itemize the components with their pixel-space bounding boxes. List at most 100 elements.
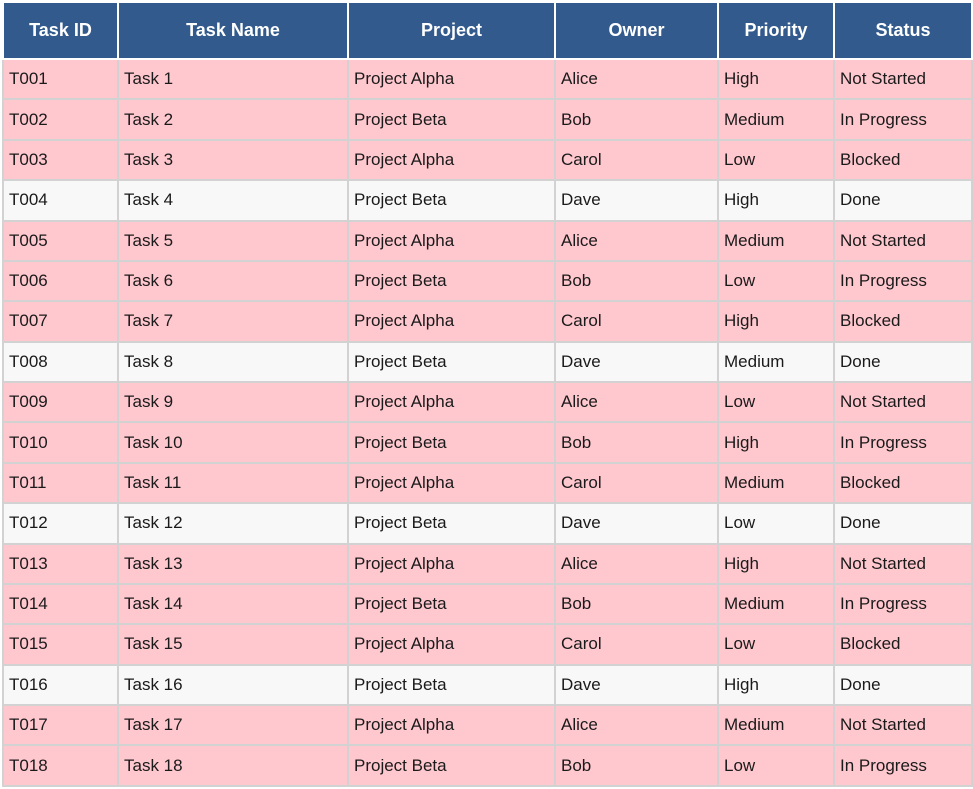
- cell-owner: Bob: [554, 98, 719, 141]
- table-row: T015 Task 15 Project Alpha Carol Low Blocked: [2, 623, 973, 666]
- cell-project: Project Alpha: [347, 300, 556, 343]
- cell-task-name: Task 15: [117, 623, 349, 666]
- cell-task-name: Task 3: [117, 138, 349, 182]
- cell-status: Done: [833, 663, 973, 707]
- cell-task-name: Task 10: [117, 421, 349, 464]
- column-header-task-id: Task ID: [2, 1, 119, 60]
- cell-priority: Low: [717, 380, 835, 424]
- table-row: T009 Task 9 Project Alpha Alice Low Not Start…: [2, 380, 973, 424]
- cell-task-id: T001: [2, 57, 119, 101]
- cell-project: Project Beta: [347, 98, 556, 141]
- cell-owner: Bob: [554, 744, 719, 787]
- table-row: T012 Task 12 Project Beta Dave Low Done: [2, 502, 973, 545]
- table-row: T004 Task 4 Project Beta Dave High Done: [2, 179, 973, 222]
- cell-owner: Alice: [554, 380, 719, 424]
- cell-project: Project Alpha: [347, 219, 556, 262]
- cell-status: Not Started: [833, 219, 973, 262]
- cell-status: Not Started: [833, 380, 973, 424]
- cell-project: Project Beta: [347, 582, 556, 626]
- cell-task-name: Task 2: [117, 98, 349, 141]
- cell-task-id: T005: [2, 219, 119, 262]
- cell-task-name: Task 7: [117, 300, 349, 343]
- cell-priority: High: [717, 663, 835, 707]
- table-row: T016 Task 16 Project Beta Dave High Done: [2, 663, 973, 707]
- cell-owner: Alice: [554, 542, 719, 585]
- cell-priority: Low: [717, 259, 835, 303]
- cell-priority: High: [717, 300, 835, 343]
- cell-task-id: T010: [2, 421, 119, 464]
- cell-priority: Medium: [717, 340, 835, 384]
- table-body: T001 Task 1 Project Alpha Alice High Not Star…: [2, 57, 973, 787]
- cell-task-name: Task 11: [117, 461, 349, 505]
- table-row: T011 Task 11 Project Alpha Carol Medium Block…: [2, 461, 973, 505]
- cell-task-id: T016: [2, 663, 119, 707]
- column-header-owner: Owner: [554, 1, 719, 60]
- cell-project: Project Beta: [347, 502, 556, 545]
- cell-project: Project Alpha: [347, 542, 556, 585]
- table-row: T014 Task 14 Project Beta Bob Medium In Progr…: [2, 582, 973, 626]
- cell-priority: High: [717, 57, 835, 101]
- header-row: Task ID Task Name Project Owner Priority…: [2, 1, 973, 60]
- cell-task-id: T008: [2, 340, 119, 384]
- cell-task-name: Task 12: [117, 502, 349, 545]
- table-row: T010 Task 10 Project Beta Bob High In Progres…: [2, 421, 973, 464]
- cell-task-id: T014: [2, 582, 119, 626]
- cell-task-name: Task 6: [117, 259, 349, 303]
- cell-status: Done: [833, 502, 973, 545]
- cell-status: Not Started: [833, 542, 973, 585]
- cell-project: Project Beta: [347, 663, 556, 707]
- cell-task-id: T006: [2, 259, 119, 303]
- cell-task-id: T002: [2, 98, 119, 141]
- cell-project: Project Beta: [347, 259, 556, 303]
- cell-task-name: Task 5: [117, 219, 349, 262]
- cell-priority: High: [717, 179, 835, 222]
- cell-task-id: T009: [2, 380, 119, 424]
- column-header-project: Project: [347, 1, 556, 60]
- cell-task-name: Task 18: [117, 744, 349, 787]
- cell-status: In Progress: [833, 744, 973, 787]
- table-header: Task ID Task Name Project Owner Priority…: [2, 1, 973, 60]
- cell-priority: Low: [717, 138, 835, 182]
- cell-priority: Low: [717, 744, 835, 787]
- table-row: T008 Task 8 Project Beta Dave Medium Done: [2, 340, 973, 384]
- cell-task-name: Task 17: [117, 703, 349, 747]
- cell-task-id: T003: [2, 138, 119, 182]
- cell-owner: Alice: [554, 219, 719, 262]
- cell-task-name: Task 8: [117, 340, 349, 384]
- cell-priority: High: [717, 542, 835, 585]
- cell-status: Blocked: [833, 461, 973, 505]
- cell-owner: Dave: [554, 663, 719, 707]
- cell-owner: Alice: [554, 57, 719, 101]
- cell-status: Blocked: [833, 138, 973, 182]
- cell-owner: Carol: [554, 623, 719, 666]
- table-row: T013 Task 13 Project Alpha Alice High Not Sta…: [2, 542, 973, 585]
- cell-status: In Progress: [833, 98, 973, 141]
- cell-owner: Bob: [554, 582, 719, 626]
- cell-project: Project Beta: [347, 421, 556, 464]
- cell-owner: Carol: [554, 300, 719, 343]
- cell-task-id: T007: [2, 300, 119, 343]
- cell-status: Not Started: [833, 703, 973, 747]
- cell-owner: Alice: [554, 703, 719, 747]
- cell-task-id: T011: [2, 461, 119, 505]
- table-row: T001 Task 1 Project Alpha Alice High Not Star…: [2, 57, 973, 101]
- cell-status: Done: [833, 179, 973, 222]
- cell-status: In Progress: [833, 582, 973, 626]
- cell-project: Project Alpha: [347, 461, 556, 505]
- table-row: T018 Task 18 Project Beta Bob Low In Progress: [2, 744, 973, 787]
- cell-status: Blocked: [833, 623, 973, 666]
- cell-status: Not Started: [833, 57, 973, 101]
- cell-task-name: Task 14: [117, 582, 349, 626]
- table-row: T017 Task 17 Project Alpha Alice Medium Not S…: [2, 703, 973, 747]
- cell-owner: Bob: [554, 421, 719, 464]
- cell-priority: Medium: [717, 219, 835, 262]
- cell-status: In Progress: [833, 421, 973, 464]
- cell-priority: Medium: [717, 703, 835, 747]
- cell-task-id: T017: [2, 703, 119, 747]
- cell-task-name: Task 16: [117, 663, 349, 707]
- cell-owner: Carol: [554, 138, 719, 182]
- cell-project: Project Beta: [347, 340, 556, 384]
- cell-owner: Dave: [554, 340, 719, 384]
